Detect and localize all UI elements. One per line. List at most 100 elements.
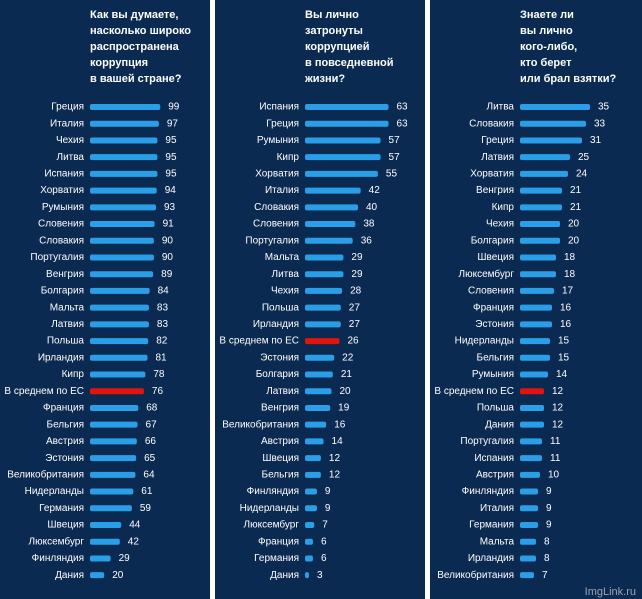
- bar: [305, 438, 324, 445]
- value-label: 36: [361, 235, 373, 246]
- bar: [305, 204, 359, 211]
- bar: [520, 221, 560, 228]
- panel-title: кто берет: [520, 57, 572, 69]
- value-label: 20: [568, 219, 580, 230]
- category-label: Швеция: [262, 453, 299, 464]
- category-label: Литва: [487, 102, 515, 113]
- bar: [520, 254, 556, 261]
- category-label: Латвия: [481, 152, 514, 163]
- bar: [90, 338, 149, 345]
- value-label: 61: [141, 486, 153, 497]
- bar: [520, 371, 548, 378]
- bar: [90, 421, 138, 428]
- bar: [305, 505, 317, 512]
- bar: [90, 572, 105, 579]
- bar: [90, 221, 155, 228]
- value-label: 14: [556, 369, 568, 380]
- bar: [305, 304, 341, 311]
- category-label: Люксембург: [29, 535, 85, 547]
- panel-title: Знаете ли: [520, 9, 574, 21]
- value-label: 35: [598, 102, 610, 113]
- category-label: Дания: [485, 419, 514, 430]
- value-label: 19: [338, 403, 350, 414]
- bar: [90, 388, 144, 395]
- panel-title: Как вы думаете,: [90, 9, 178, 21]
- bar: [305, 237, 353, 244]
- value-label: 10: [548, 469, 560, 480]
- bar: [520, 170, 568, 177]
- value-label: 12: [552, 403, 564, 414]
- category-label: Кипр: [492, 202, 515, 213]
- value-label: 68: [146, 403, 158, 414]
- category-label: Дания: [270, 570, 299, 581]
- category-label: Испания: [259, 102, 299, 113]
- bar: [305, 338, 340, 345]
- value-label: 16: [560, 319, 572, 330]
- bar: [520, 120, 586, 127]
- value-label: 16: [334, 419, 346, 430]
- category-label: Польша: [262, 302, 300, 313]
- bar: [90, 304, 149, 311]
- value-label: 17: [562, 286, 574, 297]
- bar: [520, 154, 570, 161]
- value-label: 67: [146, 419, 158, 430]
- category-label: Венгрия: [476, 185, 514, 196]
- category-label: Ирландия: [38, 352, 84, 363]
- bar: [520, 471, 540, 478]
- value-label: 11: [550, 436, 561, 447]
- category-label: Испания: [474, 453, 514, 464]
- value-label: 84: [158, 286, 170, 297]
- value-label: 6: [321, 553, 327, 564]
- bar: [520, 304, 552, 311]
- category-label: Чехия: [271, 286, 299, 297]
- bar: [90, 321, 149, 328]
- category-label: Латвия: [266, 386, 299, 397]
- bar: [90, 271, 154, 278]
- bar: [90, 505, 132, 512]
- value-label: 90: [162, 252, 174, 263]
- panel-background: [0, 0, 210, 599]
- panel: Как вы думаете, насколько широко распростр…: [0, 0, 210, 599]
- bar: [520, 187, 562, 194]
- category-label: Германия: [39, 503, 84, 514]
- value-label: 42: [369, 185, 381, 196]
- category-label: Финляндия: [247, 486, 299, 497]
- value-label: 9: [546, 503, 552, 514]
- value-label: 29: [351, 269, 363, 280]
- value-label: 64: [143, 469, 155, 480]
- category-label: Чехия: [56, 135, 84, 146]
- bar: [305, 488, 317, 495]
- value-label: 40: [366, 202, 378, 213]
- bar: [520, 522, 538, 528]
- panel-title: Вы лично: [305, 9, 359, 21]
- category-label: Словения: [253, 219, 299, 230]
- bar: [520, 505, 538, 512]
- value-label: 21: [570, 185, 582, 196]
- category-label: Испания: [44, 169, 84, 180]
- bar: [305, 354, 335, 361]
- category-label: Португалия: [30, 252, 84, 263]
- bar: [305, 388, 332, 395]
- value-label: 20: [112, 570, 124, 581]
- value-label: 65: [144, 453, 156, 464]
- category-label: Великобритания: [222, 418, 299, 430]
- value-label: 26: [347, 336, 359, 347]
- bar: [305, 555, 313, 562]
- bar: [90, 154, 158, 161]
- category-label: Мальта: [480, 536, 515, 547]
- value-label: 20: [568, 235, 580, 246]
- category-label: Нидерланды: [455, 336, 514, 347]
- category-label: Италия: [265, 185, 299, 196]
- value-label: 27: [349, 302, 361, 313]
- value-label: 38: [363, 219, 375, 230]
- panel-title: кого-либо,: [520, 41, 577, 53]
- bar: [305, 522, 315, 528]
- bar: [305, 120, 389, 127]
- value-label: 76: [152, 386, 164, 397]
- value-label: 9: [325, 503, 331, 514]
- value-label: 14: [332, 436, 344, 447]
- value-label: 8: [544, 536, 550, 547]
- category-label: Бельгия: [47, 419, 85, 430]
- category-label: Австрия: [261, 436, 299, 447]
